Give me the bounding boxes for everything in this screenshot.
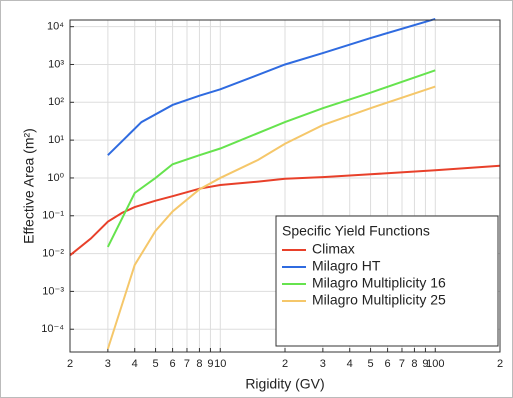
x-tick-label: 9 [422, 358, 428, 370]
x-tick-label: 3 [105, 358, 111, 370]
x-tick-label: 5 [152, 358, 158, 370]
y-tick-label: 10⁻⁴ [41, 323, 64, 335]
series-line [69, 164, 501, 257]
series-line [107, 17, 436, 156]
y-tick-label: 10⁻² [42, 247, 64, 259]
plot-border [69, 19, 501, 353]
legend-box [275, 215, 499, 347]
legend-title: Specific Yield Functions [282, 223, 430, 239]
y-tick-label: 10² [48, 96, 64, 108]
x-tick-label: 2 [497, 358, 503, 370]
y-axis-label: Effective Area (m²) [21, 128, 37, 244]
x-tick-label: 4 [347, 358, 353, 370]
x-axis-label: Rigidity (GV) [245, 376, 324, 392]
x-tick-label: 6 [170, 358, 176, 370]
x-tick-label: 9 [207, 358, 213, 370]
x-tick-label: 7 [184, 358, 190, 370]
legend-label: Milagro Multiplicity 25 [312, 292, 446, 308]
x-tick-label: 8 [411, 358, 417, 370]
legend-label: Milagro HT [312, 258, 381, 274]
y-tick-label: 10⁻¹ [42, 210, 64, 222]
x-tick-label: 6 [385, 358, 391, 370]
series-line [106, 69, 436, 248]
legend-label: Climax [312, 241, 355, 257]
x-tick-label: 5 [367, 358, 373, 370]
y-tick-label: 10⁻³ [42, 285, 64, 297]
x-tick-label: 3 [320, 358, 326, 370]
x-tick-label: 10 [214, 358, 226, 370]
legend-label: Milagro Multiplicity 16 [312, 275, 446, 291]
x-tick-label: 100 [426, 358, 444, 370]
series-line [106, 85, 436, 350]
lines [69, 17, 501, 350]
x-tick-label: 7 [399, 358, 405, 370]
y-tick-label: 10⁴ [47, 21, 64, 33]
x-tick-label: 4 [132, 358, 138, 370]
y-tick-label: 10¹ [48, 134, 64, 146]
y-tick-label: 10⁰ [47, 172, 64, 184]
y-tick-label: 10³ [48, 58, 64, 70]
x-tick-label: 8 [196, 358, 202, 370]
x-tick-label: 2 [67, 358, 73, 370]
x-tick-label: 2 [282, 358, 288, 370]
